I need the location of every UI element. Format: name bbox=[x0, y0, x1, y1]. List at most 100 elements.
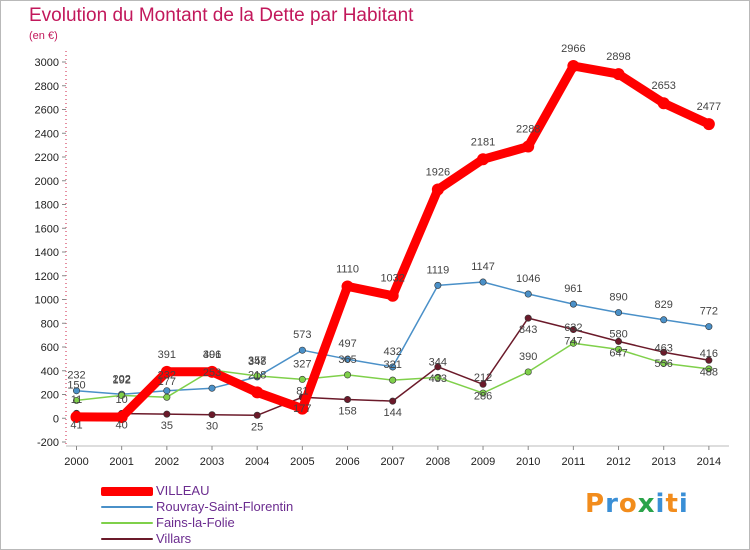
y-tick-label: 0 bbox=[53, 413, 59, 425]
data-label: 580 bbox=[609, 328, 627, 340]
data-label: 573 bbox=[293, 329, 311, 341]
data-label: 1147 bbox=[471, 261, 495, 273]
x-tick-label: 2004 bbox=[245, 456, 269, 468]
data-point bbox=[569, 326, 577, 334]
data-point bbox=[389, 397, 397, 405]
x-tick-label: 2013 bbox=[651, 456, 675, 468]
logo-letter: r bbox=[605, 489, 619, 519]
data-point bbox=[615, 309, 623, 317]
y-tick-label: 2600 bbox=[35, 105, 59, 117]
data-point bbox=[702, 118, 715, 131]
data-label: 632 bbox=[564, 322, 582, 334]
data-point bbox=[569, 339, 577, 347]
data-label: 1926 bbox=[426, 167, 450, 179]
data-label: 150 bbox=[67, 379, 85, 391]
y-tick-label: 1600 bbox=[35, 223, 59, 235]
data-label: 232 bbox=[67, 370, 85, 382]
data-label: 2288 bbox=[516, 124, 540, 136]
x-tick-label: 2010 bbox=[516, 456, 540, 468]
data-label: 177 bbox=[293, 403, 311, 415]
y-tick-label: 1400 bbox=[35, 247, 59, 259]
data-point bbox=[522, 140, 535, 153]
proxiti-logo: Proxiti bbox=[585, 489, 689, 519]
y-tick-label: 1000 bbox=[35, 295, 59, 307]
legend-label: Rouvray-Saint-Florentin bbox=[156, 499, 294, 514]
x-tick-label: 2006 bbox=[335, 456, 359, 468]
data-point bbox=[479, 380, 487, 388]
data-point bbox=[705, 365, 713, 373]
data-label: 961 bbox=[564, 283, 582, 295]
data-label: 41 bbox=[70, 419, 82, 431]
data-label: 11 bbox=[71, 394, 82, 406]
y-tick-label: 400 bbox=[41, 366, 59, 378]
data-label: 772 bbox=[700, 306, 718, 318]
data-point bbox=[163, 410, 171, 418]
data-label: 144 bbox=[384, 407, 402, 419]
data-label: 81 bbox=[296, 386, 308, 398]
data-label: 390 bbox=[519, 351, 537, 363]
chart-unit-label: (en €) bbox=[29, 30, 58, 42]
data-point bbox=[296, 402, 309, 415]
data-label: 843 bbox=[519, 324, 537, 336]
x-tick-label: 2008 bbox=[426, 456, 450, 468]
logo-letter: i bbox=[678, 489, 689, 519]
data-label: 177 bbox=[158, 376, 176, 388]
data-label: 2181 bbox=[471, 136, 495, 148]
data-point bbox=[115, 411, 128, 424]
data-point bbox=[253, 372, 261, 380]
data-point bbox=[567, 60, 580, 73]
data-point bbox=[70, 410, 83, 423]
logo-letter: t bbox=[665, 489, 679, 519]
data-label: 432 bbox=[384, 346, 402, 358]
data-point bbox=[615, 345, 623, 353]
data-label: 218 bbox=[248, 369, 266, 381]
data-label: 30 bbox=[206, 421, 218, 433]
y-tick-label: 1800 bbox=[35, 200, 59, 212]
y-tick-label: 2800 bbox=[35, 81, 59, 93]
x-tick-label: 2003 bbox=[200, 456, 224, 468]
data-point bbox=[434, 363, 442, 371]
data-label: 829 bbox=[655, 299, 673, 311]
legend-swatch bbox=[101, 538, 153, 540]
y-tick-label: 800 bbox=[41, 318, 59, 330]
legend-swatch bbox=[101, 487, 153, 496]
legend-swatch bbox=[101, 522, 153, 524]
data-point bbox=[73, 396, 81, 404]
data-point bbox=[163, 393, 171, 401]
data-point bbox=[524, 314, 532, 322]
y-tick-label: 3000 bbox=[35, 57, 59, 69]
data-point bbox=[389, 363, 397, 371]
data-point bbox=[431, 183, 444, 196]
x-tick-label: 2005 bbox=[290, 456, 314, 468]
x-tick-label: 2002 bbox=[155, 456, 179, 468]
data-point bbox=[208, 411, 216, 419]
data-point bbox=[705, 356, 713, 364]
y-tick-label: 600 bbox=[41, 342, 59, 354]
y-tick-label: 2200 bbox=[35, 152, 59, 164]
x-tick-label: 2014 bbox=[697, 456, 721, 468]
data-label: 463 bbox=[655, 342, 673, 354]
data-point bbox=[206, 365, 219, 378]
data-label: 1110 bbox=[336, 263, 359, 275]
data-label: 192 bbox=[112, 374, 130, 386]
data-label: 212 bbox=[474, 372, 492, 384]
data-label: 348 bbox=[248, 356, 266, 368]
logo-letter: o bbox=[618, 489, 638, 519]
data-label: 406 bbox=[203, 349, 221, 361]
data-label: 344 bbox=[429, 356, 447, 368]
logo-letter: x bbox=[637, 489, 656, 519]
y-tick-label: 2000 bbox=[35, 176, 59, 188]
data-point bbox=[477, 153, 490, 166]
data-point bbox=[615, 337, 623, 345]
data-label: 1032 bbox=[380, 273, 404, 285]
data-label: 747 bbox=[564, 336, 582, 348]
data-label: 253 bbox=[203, 367, 221, 379]
data-label: 232 bbox=[158, 370, 176, 382]
data-label: 391 bbox=[158, 349, 176, 361]
data-point bbox=[208, 384, 216, 392]
data-point bbox=[344, 355, 352, 363]
data-point bbox=[569, 300, 577, 308]
data-label: 365 bbox=[338, 354, 356, 366]
data-label: 35 bbox=[161, 420, 173, 432]
